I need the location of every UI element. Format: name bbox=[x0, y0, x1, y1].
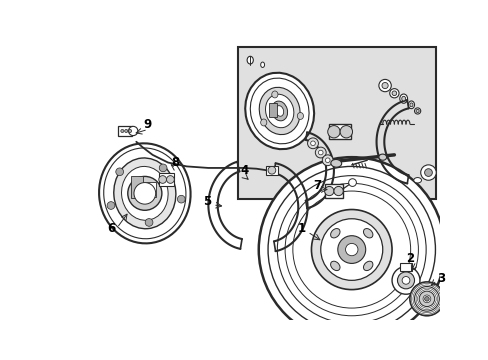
Circle shape bbox=[177, 195, 185, 203]
Ellipse shape bbox=[245, 73, 313, 149]
Circle shape bbox=[345, 243, 357, 256]
Circle shape bbox=[128, 130, 131, 132]
Ellipse shape bbox=[330, 229, 339, 238]
Bar bbox=[237, 47, 435, 199]
Circle shape bbox=[424, 297, 428, 301]
Bar bbox=[328, 124, 350, 139]
Circle shape bbox=[409, 282, 443, 316]
Circle shape bbox=[307, 138, 318, 149]
Circle shape bbox=[414, 287, 438, 311]
Text: 8: 8 bbox=[171, 156, 180, 169]
Circle shape bbox=[124, 130, 127, 132]
Circle shape bbox=[320, 219, 382, 280]
Bar bbox=[324, 184, 343, 198]
Circle shape bbox=[258, 157, 444, 342]
Bar bbox=[131, 176, 143, 198]
Ellipse shape bbox=[363, 261, 372, 271]
Bar bbox=[265, 166, 278, 175]
Ellipse shape bbox=[415, 109, 418, 112]
Bar bbox=[159, 173, 174, 186]
Ellipse shape bbox=[413, 177, 421, 183]
Circle shape bbox=[324, 186, 333, 196]
Circle shape bbox=[337, 236, 365, 264]
Text: 6: 6 bbox=[107, 221, 115, 234]
Bar bbox=[146, 182, 155, 197]
Ellipse shape bbox=[114, 158, 176, 229]
Circle shape bbox=[311, 210, 391, 289]
Ellipse shape bbox=[389, 89, 398, 98]
Circle shape bbox=[422, 295, 430, 303]
Text: 5: 5 bbox=[203, 194, 210, 208]
Circle shape bbox=[420, 165, 435, 180]
Circle shape bbox=[267, 166, 275, 174]
Text: 2: 2 bbox=[405, 252, 413, 265]
Ellipse shape bbox=[260, 119, 266, 126]
Circle shape bbox=[397, 272, 414, 289]
Bar bbox=[118, 126, 131, 136]
Circle shape bbox=[418, 291, 434, 307]
Circle shape bbox=[322, 155, 332, 166]
Circle shape bbox=[340, 126, 352, 138]
Ellipse shape bbox=[378, 80, 390, 92]
Circle shape bbox=[310, 141, 315, 145]
Ellipse shape bbox=[260, 62, 264, 67]
Ellipse shape bbox=[363, 229, 372, 238]
Circle shape bbox=[134, 183, 155, 204]
Circle shape bbox=[116, 168, 123, 176]
Circle shape bbox=[424, 169, 431, 176]
Text: 4: 4 bbox=[240, 164, 248, 177]
Ellipse shape bbox=[275, 105, 283, 116]
Text: 3: 3 bbox=[436, 271, 444, 284]
Circle shape bbox=[401, 276, 409, 284]
Circle shape bbox=[107, 202, 115, 210]
Ellipse shape bbox=[407, 101, 414, 109]
Ellipse shape bbox=[297, 113, 303, 120]
Circle shape bbox=[327, 126, 340, 138]
Ellipse shape bbox=[414, 108, 420, 114]
Bar bbox=[268, 103, 276, 117]
Ellipse shape bbox=[330, 159, 341, 167]
Circle shape bbox=[127, 176, 162, 210]
Circle shape bbox=[145, 219, 153, 226]
Ellipse shape bbox=[401, 96, 405, 101]
Ellipse shape bbox=[330, 261, 339, 271]
Ellipse shape bbox=[99, 143, 190, 243]
Ellipse shape bbox=[391, 91, 396, 95]
Circle shape bbox=[391, 266, 419, 294]
Circle shape bbox=[325, 158, 329, 163]
Text: 9: 9 bbox=[143, 118, 152, 131]
Circle shape bbox=[121, 130, 123, 132]
Circle shape bbox=[159, 176, 166, 183]
Text: 7: 7 bbox=[312, 179, 320, 192]
Circle shape bbox=[166, 176, 174, 183]
Ellipse shape bbox=[265, 94, 293, 128]
Ellipse shape bbox=[409, 103, 412, 107]
Ellipse shape bbox=[378, 154, 386, 160]
Circle shape bbox=[128, 126, 138, 136]
Ellipse shape bbox=[259, 87, 300, 135]
Bar bbox=[399, 264, 411, 271]
Ellipse shape bbox=[271, 91, 277, 98]
Ellipse shape bbox=[246, 56, 253, 64]
Ellipse shape bbox=[122, 166, 168, 220]
Ellipse shape bbox=[381, 82, 387, 89]
Text: 1: 1 bbox=[297, 221, 305, 234]
Ellipse shape bbox=[399, 94, 407, 103]
Circle shape bbox=[315, 147, 325, 158]
Circle shape bbox=[333, 186, 343, 196]
Circle shape bbox=[318, 150, 323, 155]
Circle shape bbox=[348, 179, 356, 186]
Ellipse shape bbox=[271, 101, 287, 121]
Circle shape bbox=[159, 164, 167, 172]
